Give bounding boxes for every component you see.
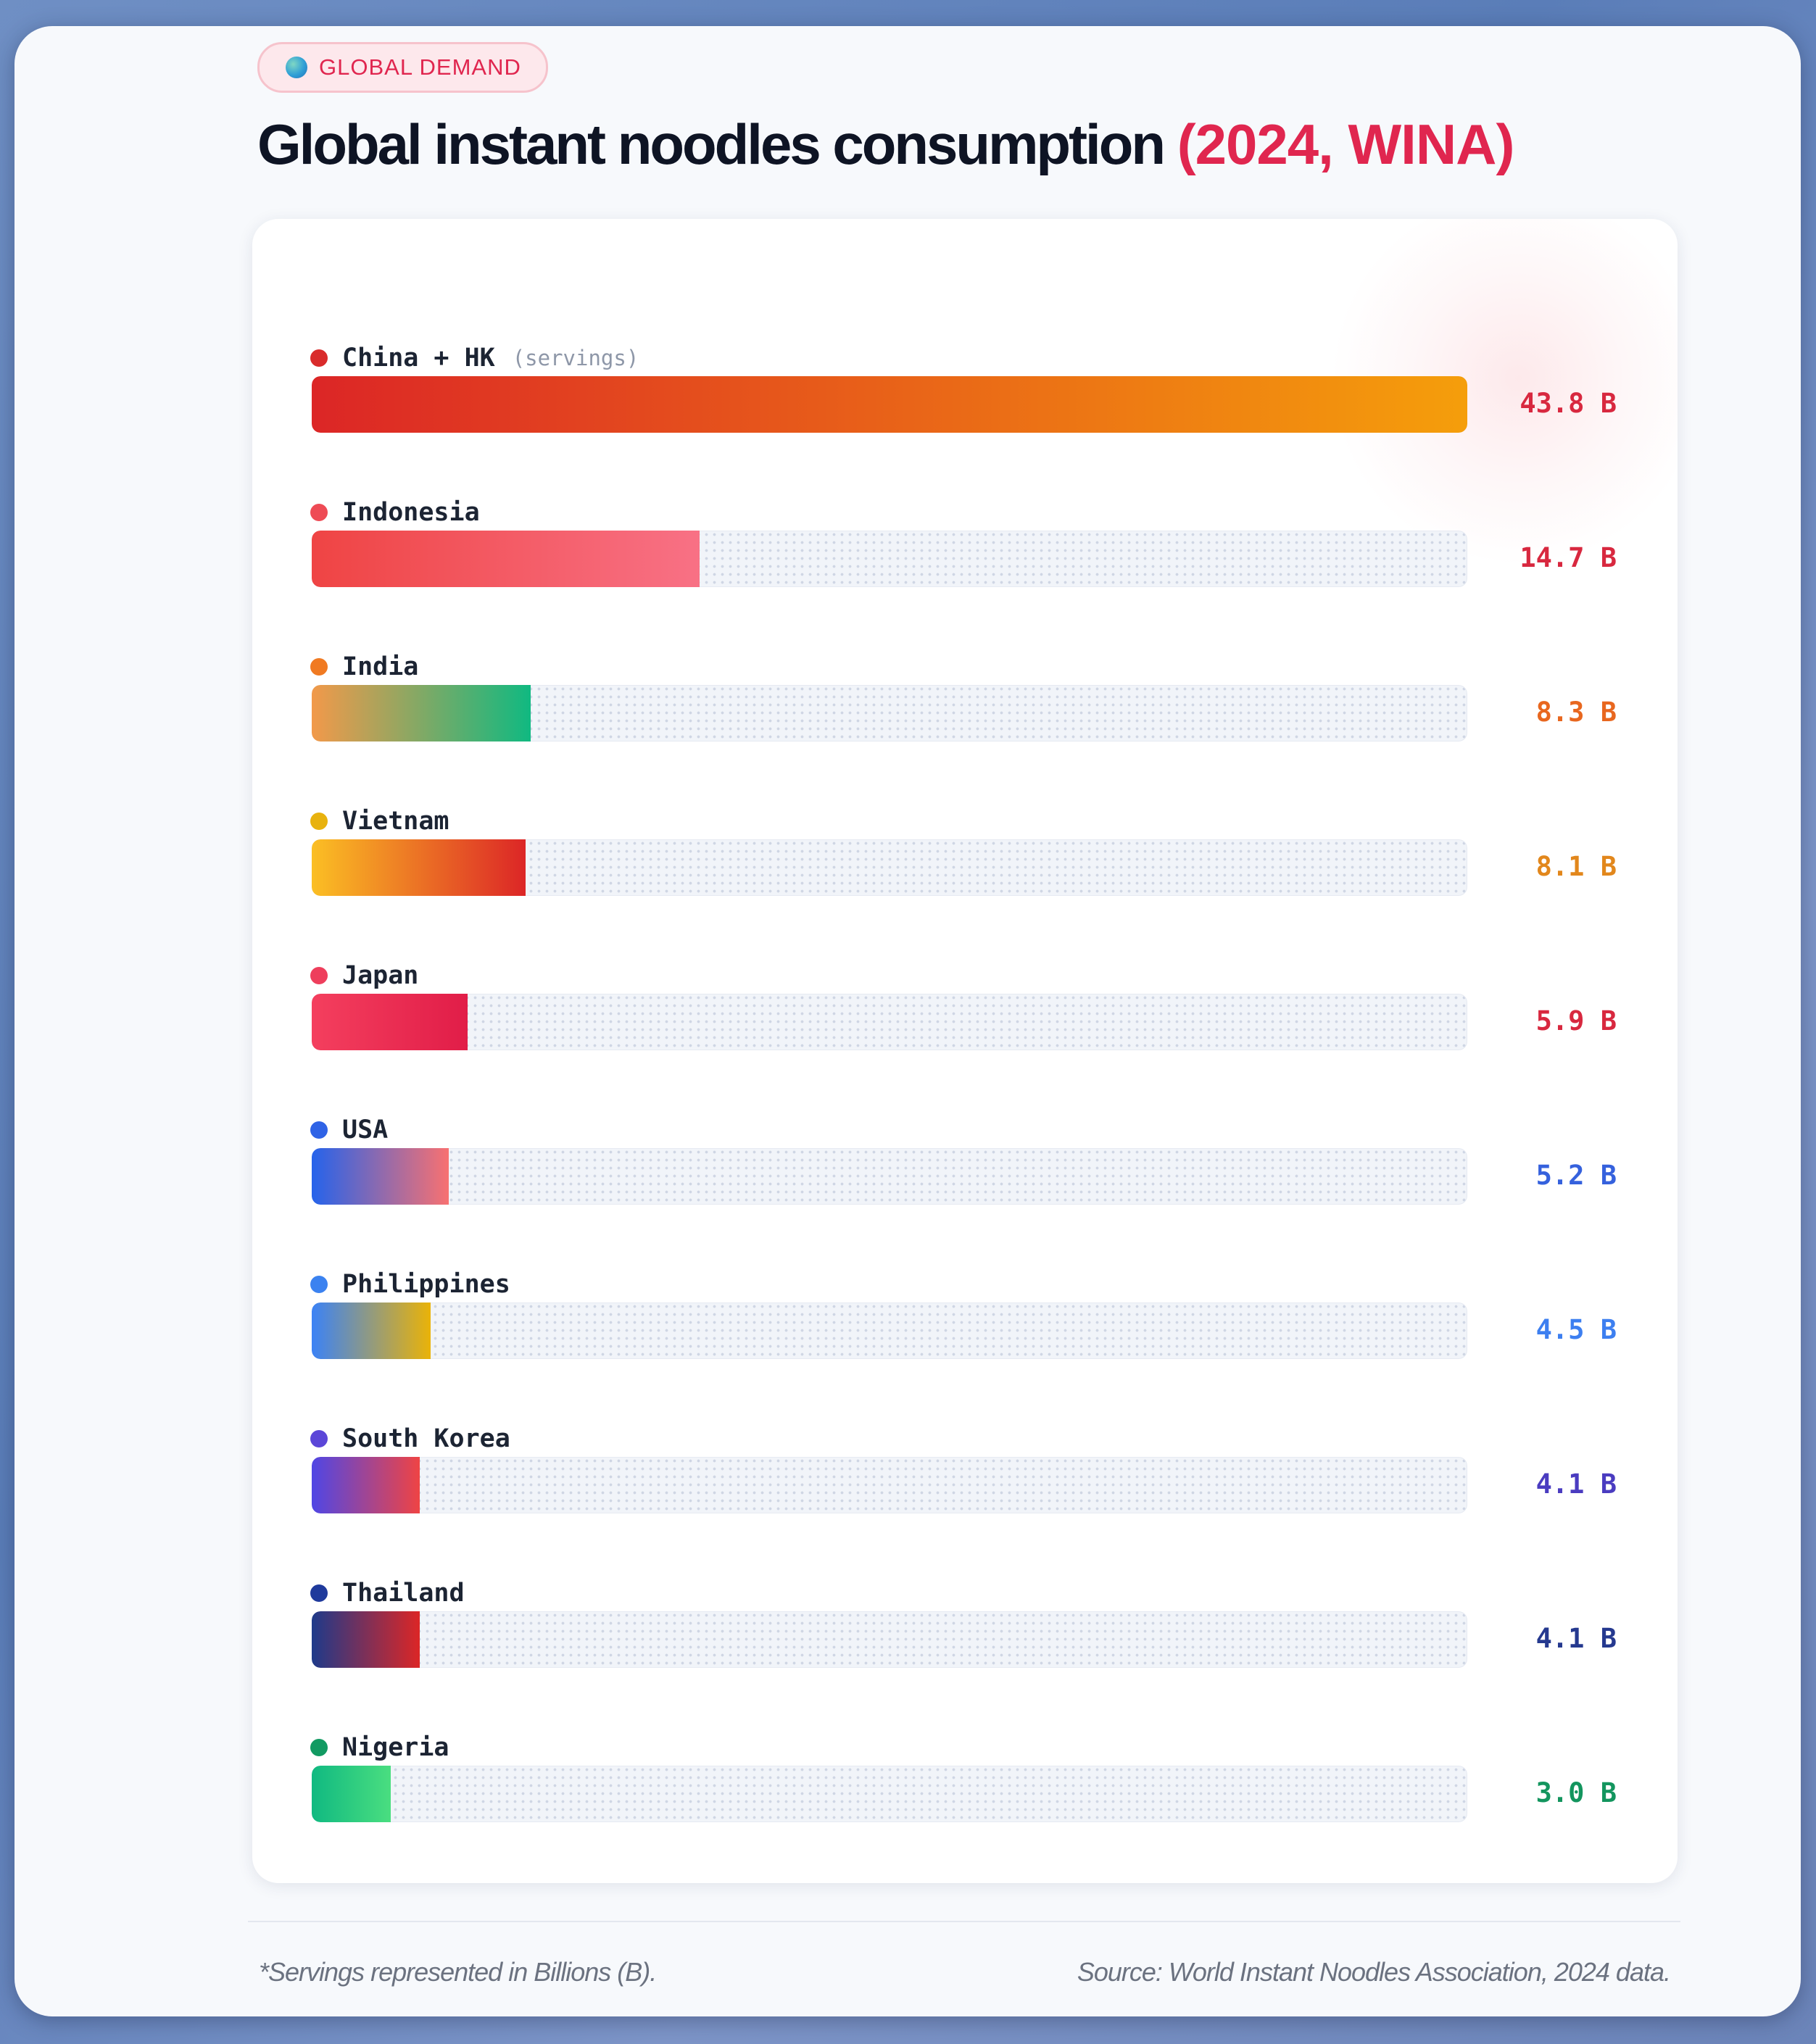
bar-row: China + HK (servings) 43.8 B <box>252 344 1678 498</box>
bar-row: Thailand 4.1 B <box>252 1579 1678 1733</box>
bar-label: Vietnam <box>310 807 449 836</box>
title-highlight: (2024, WINA) <box>1177 112 1515 176</box>
bar-track <box>312 685 1467 741</box>
category-name: USA <box>342 1116 389 1144</box>
value-label: 5.2 B <box>1535 1160 1617 1191</box>
value-label: 8.1 B <box>1535 851 1617 882</box>
global-demand-badge: GLOBAL DEMAND <box>257 42 548 93</box>
bar-label: Thailand <box>310 1579 465 1608</box>
legend-dot <box>310 1739 328 1756</box>
bar-track <box>312 1766 1467 1822</box>
category-name: India <box>342 652 419 681</box>
bar-track <box>312 1611 1467 1668</box>
value-label: 5.9 B <box>1535 1005 1617 1036</box>
badge-label: GLOBAL DEMAND <box>319 54 521 80</box>
bar-label: China + HK (servings) <box>310 344 639 373</box>
category-name: South Korea <box>342 1424 510 1453</box>
category-name: Philippines <box>342 1270 510 1299</box>
bar-label: South Korea <box>310 1424 510 1453</box>
legend-dot <box>310 1276 328 1293</box>
footer-divider <box>248 1921 1680 1922</box>
title-main: Global instant noodles consumption <box>257 112 1166 176</box>
category-name: Indonesia <box>342 498 480 527</box>
bar-row: Japan 5.9 B <box>252 961 1678 1116</box>
bar-track <box>312 994 1467 1050</box>
bar-track <box>312 839 1467 896</box>
footer-note: *Servings represented in Billions (B). <box>259 1957 657 1987</box>
value-label: 8.3 B <box>1535 697 1617 728</box>
legend-dot <box>310 349 328 367</box>
value-label: 3.0 B <box>1535 1777 1617 1808</box>
bar-fill <box>312 1148 449 1205</box>
legend-dot <box>310 1430 328 1447</box>
bar-chart-card: China + HK (servings) 43.8 B Indonesia 14.7 … <box>252 219 1678 1883</box>
category-name: Thailand <box>342 1579 465 1608</box>
bar-fill <box>312 1457 420 1513</box>
bar-label: Japan <box>310 961 418 990</box>
bar-fill <box>312 531 700 587</box>
bar-label: Indonesia <box>310 498 480 527</box>
bar-row: India 8.3 B <box>252 652 1678 807</box>
bar-fill <box>312 1303 431 1359</box>
bar-row: Nigeria 3.0 B <box>252 1733 1678 1883</box>
bar-track <box>312 531 1467 587</box>
servings-note: (servings) <box>512 346 639 370</box>
bar-label: Philippines <box>310 1270 510 1299</box>
bar-fill <box>312 376 1467 433</box>
legend-dot <box>310 967 328 984</box>
value-label: 4.1 B <box>1535 1623 1617 1654</box>
bar-label: Nigeria <box>310 1733 449 1762</box>
bar-track <box>312 376 1467 433</box>
footer-source: Source: World Instant Noodles Associatio… <box>1077 1957 1671 1987</box>
chart-title: Global instant noodles consumption (2024… <box>257 112 1514 178</box>
category-name: Vietnam <box>342 807 449 836</box>
legend-dot <box>310 658 328 676</box>
globe-icon <box>286 57 307 78</box>
bar-label: USA <box>310 1116 388 1144</box>
bar-row: Vietnam 8.1 B <box>252 807 1678 961</box>
bar-row: South Korea 4.1 B <box>252 1424 1678 1579</box>
category-name: China + HK <box>342 344 495 373</box>
value-label: 4.5 B <box>1535 1314 1617 1345</box>
bar-fill <box>312 1766 391 1822</box>
legend-dot <box>310 504 328 521</box>
bar-track <box>312 1457 1467 1513</box>
legend-dot <box>310 813 328 830</box>
category-name: Japan <box>342 961 419 990</box>
category-name: Nigeria <box>342 1733 449 1762</box>
legend-dot <box>310 1584 328 1602</box>
bar-track <box>312 1148 1467 1205</box>
legend-dot <box>310 1121 328 1139</box>
bar-fill <box>312 839 526 896</box>
bar-fill <box>312 685 531 741</box>
value-label: 43.8 B <box>1519 388 1617 419</box>
bar-row: Philippines 4.5 B <box>252 1270 1678 1424</box>
infographic-window: GLOBAL DEMAND Global instant noodles con… <box>14 26 1801 2016</box>
bar-fill <box>312 994 468 1050</box>
bar-label: India <box>310 652 418 681</box>
bar-row: Indonesia 14.7 B <box>252 498 1678 652</box>
value-label: 4.1 B <box>1535 1468 1617 1500</box>
bar-track <box>312 1303 1467 1359</box>
bar-fill <box>312 1611 420 1668</box>
value-label: 14.7 B <box>1519 542 1617 573</box>
bar-row: USA 5.2 B <box>252 1116 1678 1270</box>
